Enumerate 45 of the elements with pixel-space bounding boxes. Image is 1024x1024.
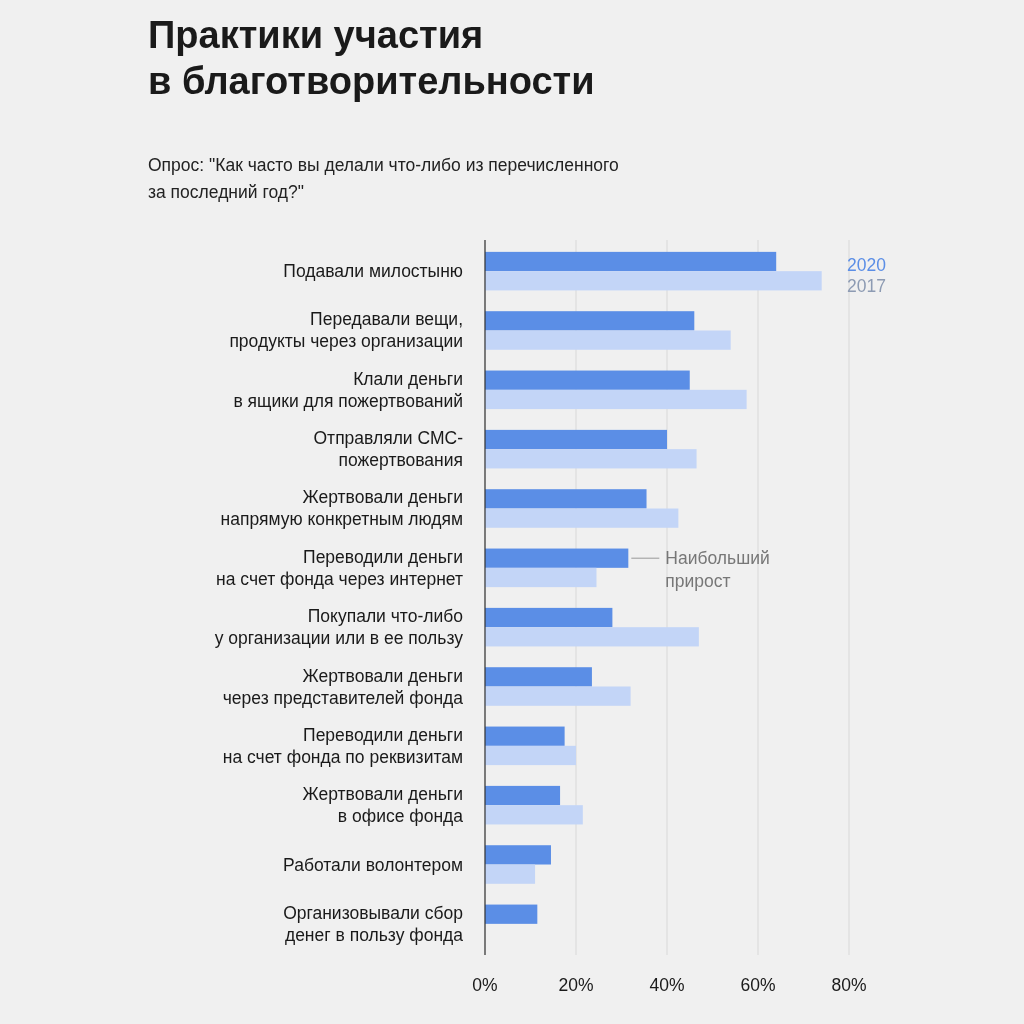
y-tick-label: Клали деньги в ящики для пожертвований (233, 368, 463, 411)
bar (485, 805, 583, 825)
y-tick-label: Подавали милостыню (283, 261, 463, 282)
bar (485, 370, 690, 390)
bar (485, 330, 731, 350)
bar (485, 389, 747, 410)
y-tick-label: Отправляли СМС- пожертвования (313, 428, 464, 471)
x-tick-label: 0% (472, 975, 498, 995)
bar (485, 785, 561, 806)
bar (485, 864, 536, 884)
x-tick-label: 60% (740, 975, 776, 995)
bar (485, 904, 538, 924)
bar (485, 607, 613, 628)
bar (485, 567, 597, 588)
bar (485, 311, 695, 331)
x-tick-label: 40% (649, 975, 685, 995)
bar (485, 271, 822, 291)
y-tick-label: Работали волонтером (283, 854, 463, 875)
bar (485, 489, 647, 509)
y-tick-label: Переводили деньги на счет фонда по реквизитам (222, 724, 463, 767)
series-label: 2017 (847, 276, 886, 296)
bar (485, 251, 777, 272)
chart-subtitle: Опрос: "Как часто вы делали что-либо из перечисленного за последний год?" (148, 155, 619, 202)
bar (485, 429, 667, 450)
bar (485, 548, 629, 568)
y-tick-label: Организовывали сбор денег в пользу фонда (283, 902, 464, 945)
text: 2020 (847, 255, 887, 275)
x-tick-label: 80% (831, 975, 867, 995)
annotation: Наибольший прирост (665, 548, 770, 592)
bar (485, 745, 576, 766)
chart-title: Практики участия в благотворительности (148, 14, 595, 102)
y-tick-label: Жертвовали деньги в офисе фонда (302, 784, 464, 827)
y-tick-label: Переводили деньги на счет фонда через интернет (216, 546, 463, 589)
bar (485, 449, 697, 469)
bar (485, 667, 592, 687)
x-tick-label: 20% (558, 975, 594, 995)
y-tick-label: Покупали что-либо у организации или в ее пользу (214, 606, 464, 649)
bar (485, 627, 699, 647)
bar (485, 686, 631, 706)
y-tick-label: Передавали вещи, продукты через организации (229, 309, 463, 352)
y-tick-label: Жертвовали деньги напрямую конкретным людям (220, 487, 463, 530)
bar (485, 508, 679, 528)
bar (485, 845, 551, 865)
bar (485, 726, 565, 746)
y-tick-label: Жертвовали деньги через представителей фонда (222, 665, 464, 708)
